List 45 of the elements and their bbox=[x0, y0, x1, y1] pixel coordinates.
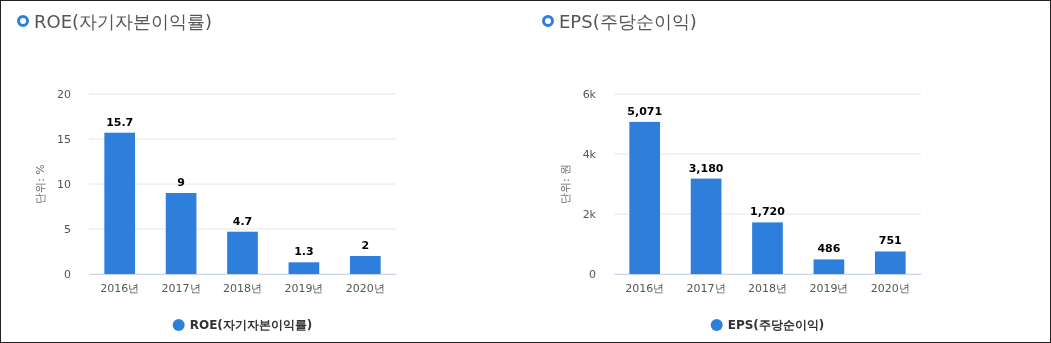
y-tick-label: 20 bbox=[57, 88, 71, 102]
bar bbox=[288, 262, 320, 274]
y-tick-label: 6k bbox=[582, 88, 597, 102]
x-tick-label: 2017년 bbox=[686, 281, 726, 295]
data-label: 1.3 bbox=[294, 245, 314, 259]
chart-title: ROE(자기자본이익률) bbox=[34, 11, 213, 32]
bar bbox=[349, 256, 381, 274]
data-label: 9 bbox=[177, 176, 185, 189]
bar bbox=[227, 231, 258, 274]
data-label: 3,180 bbox=[688, 161, 724, 175]
x-tick-label: 2019년 bbox=[284, 281, 324, 295]
data-label: 1,720 bbox=[750, 205, 786, 219]
x-tick-label: 2017년 bbox=[161, 281, 201, 295]
bar bbox=[813, 259, 845, 274]
bar bbox=[629, 121, 661, 274]
x-tick-label: 2018년 bbox=[223, 281, 262, 295]
chart-title: EPS(주당순이익) bbox=[559, 11, 697, 32]
data-label: 486 bbox=[817, 242, 841, 256]
y-tick-label: 2k bbox=[582, 208, 597, 222]
x-tick-label: 2020년 bbox=[870, 281, 910, 295]
x-tick-label: 2020년 bbox=[345, 281, 385, 295]
legend-label: EPS(주당순이익) bbox=[727, 318, 825, 332]
y-tick-label: 15 bbox=[57, 133, 71, 147]
x-tick-label: 2016년 bbox=[625, 281, 665, 295]
x-tick-label: 2018년 bbox=[748, 281, 787, 295]
y-tick-label: 4k bbox=[582, 148, 597, 162]
y-tick-label: 10 bbox=[57, 178, 71, 192]
legend-label: ROE(자기자본이익률) bbox=[189, 318, 313, 332]
bar bbox=[165, 193, 197, 274]
bar bbox=[752, 222, 783, 274]
data-label: 2 bbox=[361, 239, 370, 252]
y-tick-label: 0 bbox=[64, 268, 71, 282]
y-axis-title: 단위: 원 bbox=[559, 163, 572, 205]
data-label: 15.7 bbox=[106, 115, 134, 129]
x-tick-label: 2019년 bbox=[809, 281, 849, 295]
y-axis-title: 단위: % bbox=[34, 164, 47, 204]
x-tick-label: 2016년 bbox=[100, 281, 140, 295]
data-label: 751 bbox=[878, 234, 902, 248]
bar bbox=[690, 178, 722, 274]
y-tick-label: 0 bbox=[589, 268, 596, 282]
data-label: 5,071 bbox=[627, 104, 663, 118]
bar bbox=[874, 251, 906, 274]
bar bbox=[104, 132, 136, 274]
y-tick-label: 5 bbox=[64, 223, 71, 237]
data-label: 4.7 bbox=[232, 214, 253, 228]
